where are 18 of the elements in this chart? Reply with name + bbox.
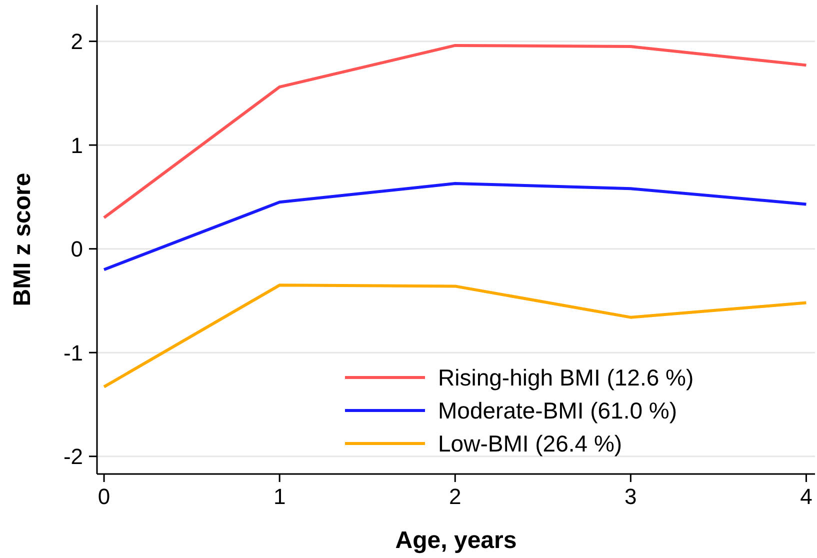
y-tick-label: 2 <box>70 29 83 54</box>
legend-label: Low-BMI (26.4 %) <box>438 430 622 457</box>
x-tick-label: 4 <box>800 484 812 509</box>
line-series <box>102 44 808 220</box>
x-tick-label: 2 <box>448 484 462 509</box>
x-axis-title: Age, years <box>395 527 517 554</box>
line-series <box>102 182 808 272</box>
y-tick-label: 0 <box>70 236 83 262</box>
legend-label: Rising-high BMI (12.6 %) <box>438 364 694 391</box>
x-tick-label: 3 <box>624 484 637 509</box>
x-tick-label: 1 <box>273 484 286 509</box>
x-tick-label: 0 <box>98 484 110 509</box>
y-tick-label: -2 <box>63 444 83 470</box>
legend-label: Moderate-BMI (61.0 %) <box>438 398 678 424</box>
y-axis-title: BMI z score <box>9 172 36 306</box>
y-tick-label: 1 <box>70 132 83 158</box>
y-tick-label: -1 <box>63 340 83 366</box>
line-series <box>102 284 808 388</box>
